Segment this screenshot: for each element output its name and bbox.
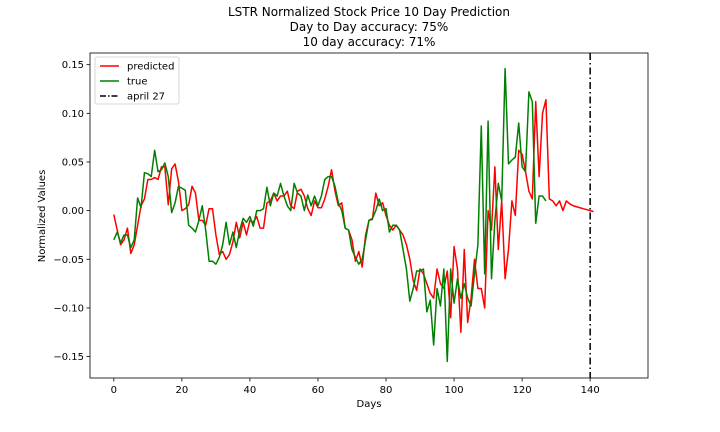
title-line-3: 10 day accuracy: 71% [303, 35, 436, 49]
x-tick-label: 60 [312, 385, 325, 396]
x-tick-label: 140 [581, 385, 600, 396]
x-tick-label: 100 [445, 385, 464, 396]
y-tick-label: 0.15 [62, 60, 84, 71]
x-tick-label: 120 [513, 385, 532, 396]
y-tick-label: −0.05 [53, 255, 84, 266]
legend: predicted true april 27 [94, 56, 180, 105]
x-axis-label: Days [357, 399, 382, 410]
series-line-true [113, 67, 547, 363]
title-line-2: Day to Day accuracy: 75% [290, 20, 449, 34]
y-tick-label: 0.00 [62, 206, 84, 217]
legend-box [94, 56, 180, 105]
legend-label: april 27 [127, 92, 165, 103]
y-axis-label: Normalized Values [37, 170, 48, 263]
plot-frame [89, 52, 649, 379]
series-line-predicted [113, 98, 594, 334]
axes: 0 20 40 60 80 100 120 140 −0.15 −0.10 −0.05 0.00 0.0… [53, 52, 649, 396]
x-tick-label: 20 [175, 385, 188, 396]
x-tick-label: 40 [244, 385, 257, 396]
x-tick-label: 0 [111, 385, 117, 396]
plot-area [113, 53, 594, 378]
legend-label: true [127, 77, 148, 88]
x-tick-label: 80 [380, 385, 393, 396]
title-line-1: LSTR Normalized Stock Price 10 Day Predi… [228, 5, 510, 19]
y-tick-label: −0.10 [53, 303, 84, 314]
chart-title: LSTR Normalized Stock Price 10 Day Predi… [228, 5, 510, 49]
y-tick-label: 0.05 [62, 157, 84, 168]
legend-label: predicted [127, 62, 174, 73]
y-tick-label: 0.10 [62, 109, 84, 120]
y-tick-label: −0.15 [53, 352, 84, 363]
